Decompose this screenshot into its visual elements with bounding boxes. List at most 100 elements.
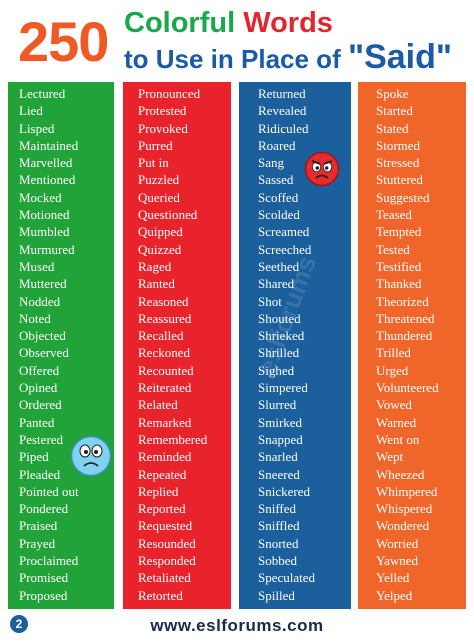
word-item: Sassed [258, 172, 294, 188]
word-item: Shouted [258, 310, 301, 326]
word-item: Wheezed [376, 466, 425, 482]
word-item: Related [138, 397, 178, 413]
word-item: Motioned [19, 207, 70, 223]
word-item: Pestered [19, 431, 64, 447]
title-said: "Said" [347, 38, 453, 76]
word-item: Stressed [376, 155, 420, 171]
word-item: Remembered [138, 431, 208, 447]
word-item: Offered [19, 362, 60, 378]
word-item: Whispered [376, 501, 433, 517]
word-item: Theorized [376, 293, 429, 309]
page-number-badge: 2 [10, 615, 28, 633]
word-item: Snickered [258, 483, 310, 499]
word-item: Simpered [258, 380, 308, 396]
word-item: Lectured [19, 86, 66, 101]
word-item: Proclaimed [19, 553, 79, 569]
word-item: Quipped [138, 224, 183, 240]
word-item: Snarled [258, 449, 298, 465]
word-item: Pleaded [19, 466, 61, 482]
word-item: Noted [19, 310, 51, 326]
word-item: Smirked [258, 414, 303, 430]
title-word-words: Words [243, 7, 333, 39]
word-item: Shrieked [258, 328, 305, 344]
word-item: Marvelled [19, 155, 73, 171]
word-column-green: Lectured Lied Lisped Maintained Marvelled Men… [8, 82, 114, 609]
word-item: Wondered [376, 518, 430, 534]
word-item: Revealed [258, 103, 307, 119]
word-item: Promised [19, 570, 69, 586]
word-item: Worried [376, 535, 419, 551]
word-item: Proposed [19, 587, 68, 603]
word-item: Queried [138, 189, 180, 205]
word-item: Quizzed [138, 241, 182, 257]
word-item: Praised [19, 518, 58, 534]
word-item: Shrilled [258, 345, 300, 361]
word-column-orange: Spoke Started Stated Stormed Stressed Stutter… [358, 82, 466, 609]
word-item: Suggested [376, 189, 430, 205]
word-item: Volunteered [376, 380, 439, 396]
word-item: Testified [376, 258, 422, 274]
word-item: Raged [138, 258, 172, 274]
word-item: Reassured [138, 310, 192, 326]
word-item: Pointed out [19, 483, 79, 499]
word-item: Yawned [376, 553, 419, 569]
word-item: Mumbled [19, 224, 70, 240]
word-item: Retorted [138, 587, 183, 603]
word-item: Slurred [258, 397, 297, 413]
surprised-face-icon [70, 435, 112, 477]
title-line-2: to Use in Place of "Said" [124, 40, 452, 76]
word-item: Repeated [138, 466, 187, 482]
word-item: Pronounced [138, 86, 201, 101]
word-item: Returned [258, 86, 306, 101]
word-item: Screamed [258, 224, 310, 240]
word-item: Stuttered [376, 172, 423, 188]
word-item: Yelped [376, 587, 413, 603]
word-item: Nodded [19, 293, 61, 309]
word-item: Reminded [138, 449, 192, 465]
word-item: Ranted [138, 276, 175, 292]
word-item: Wept [376, 449, 404, 465]
word-item: Scolded [258, 207, 300, 223]
word-item: Tempted [376, 224, 422, 240]
word-item: Stormed [376, 137, 421, 153]
word-item: Thundered [376, 328, 433, 344]
angry-face-icon [304, 151, 340, 187]
word-item: Vowed [376, 397, 412, 413]
word-item: Prayed [19, 535, 56, 551]
word-item: Went on [376, 431, 420, 447]
word-item: Observed [19, 345, 69, 361]
word-item: Seethed [258, 258, 300, 274]
word-item: Warned [376, 414, 417, 430]
word-column-blue: Returned Revealed Ridiculed Roared Sang Sasse… [239, 82, 351, 609]
word-item: Speculated [258, 570, 316, 586]
word-item: Mentioned [19, 172, 76, 188]
word-item: Recounted [138, 362, 194, 378]
word-item: Reported [138, 501, 186, 517]
title-word-colorful: Colorful [124, 7, 236, 39]
word-item: Objected [19, 328, 66, 344]
website-link[interactable]: www.eslforums.com [150, 616, 324, 635]
word-item: Panted [19, 414, 55, 430]
word-item: Snapped [258, 431, 303, 447]
word-item: Murmured [19, 241, 75, 257]
word-item: Piped [19, 449, 49, 465]
word-item: Ordered [19, 397, 62, 413]
word-item: Urged [376, 362, 409, 378]
word-item: Retaliated [138, 570, 191, 586]
word-item: Scoffed [258, 189, 299, 205]
word-item: Whimpered [376, 483, 438, 499]
word-column-red: Pronounced Protested Provoked Purred Put in P… [123, 82, 231, 609]
word-item: Reiterated [138, 380, 192, 396]
word-item: Replied [138, 483, 179, 499]
word-item: Opined [19, 380, 58, 396]
word-item: Sighed [258, 362, 295, 378]
word-item: Spoke [376, 86, 409, 101]
word-item: Muttered [19, 276, 67, 292]
word-item: Questioned [138, 207, 198, 223]
word-item: Reasoned [138, 293, 189, 309]
word-item: Reckoned [138, 345, 190, 361]
word-item: Threatened [376, 310, 435, 326]
word-item: Sniffled [258, 518, 300, 534]
word-item: Shot [258, 293, 282, 309]
word-item: Remarked [138, 414, 192, 430]
